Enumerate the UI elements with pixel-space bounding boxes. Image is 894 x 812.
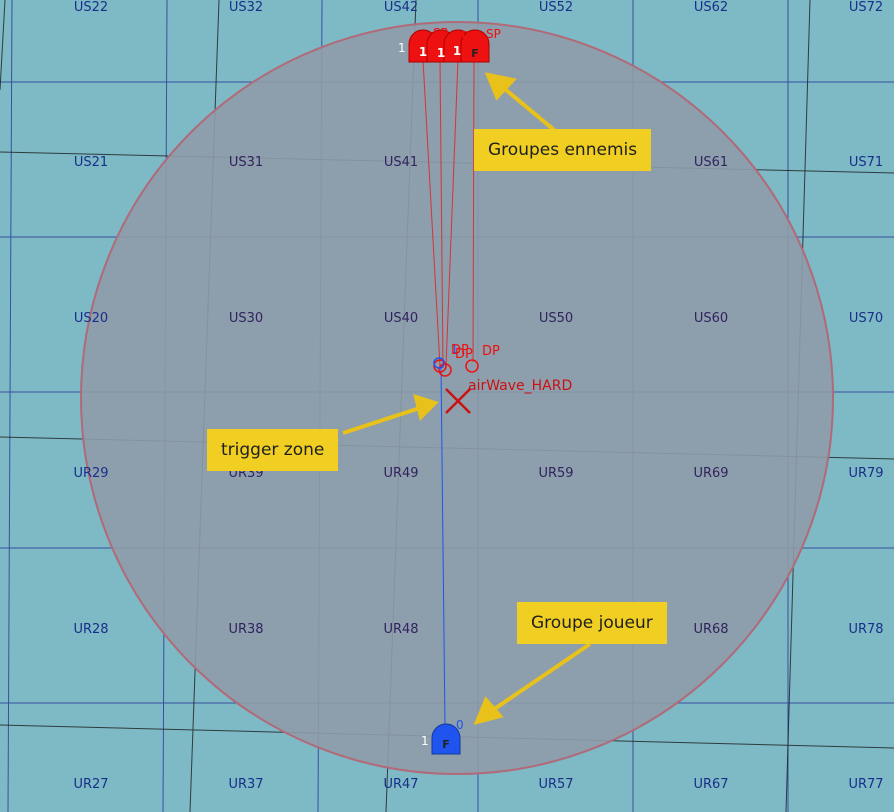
grid-label: UR48 — [383, 622, 418, 637]
grid-label: US62 — [694, 0, 728, 15]
grid-label: US41 — [384, 155, 418, 170]
enemy-dp-label-2: DP — [455, 347, 473, 362]
grid-label: US42 — [384, 0, 418, 15]
player-group-size-label: 1 — [421, 734, 429, 748]
grid-label: US71 — [849, 155, 883, 170]
grid-label: UR47 — [383, 777, 418, 792]
grid-label: US61 — [694, 155, 728, 170]
grid-label: UR59 — [538, 466, 573, 481]
grid-label: UR68 — [693, 622, 728, 637]
callout-player-group: Groupe joueur — [517, 602, 667, 644]
player-waypoint[interactable] — [433, 357, 445, 369]
enemy-sp-label-4: SP — [486, 27, 501, 41]
enemy-dp-label-1: DP — [451, 343, 469, 358]
grid-label: UR37 — [228, 777, 263, 792]
enemy-groups[interactable]: 1 1 1 F 1 SP SP SP SP — [398, 26, 501, 63]
player-waypoint-label: 0 — [456, 718, 464, 732]
grid-label: UR27 — [73, 777, 108, 792]
grid-label: UR67 — [693, 777, 728, 792]
callout-trigger-zone: trigger zone — [207, 429, 339, 471]
grid-label: US30 — [229, 311, 263, 326]
grid-label: US20 — [74, 311, 108, 326]
grid-label: UR29 — [73, 466, 108, 481]
player-route-line — [440, 365, 446, 729]
grid-label: US72 — [849, 0, 883, 15]
enemy-group-letter-1: 1 — [419, 45, 427, 59]
enemy-aircraft-icon[interactable] — [460, 29, 490, 63]
enemy-group-letter-2: 1 — [437, 46, 445, 60]
grid-label: UR79 — [848, 466, 883, 481]
callout-arrows — [342, 72, 592, 725]
grid-label: US31 — [229, 155, 263, 170]
grid-label: UR77 — [848, 777, 883, 792]
enemy-sp-label-2: SP — [454, 29, 469, 43]
grid-label: US22 — [74, 0, 108, 15]
enemy-waypoint-2[interactable] — [438, 363, 452, 377]
enemy-waypoint-4[interactable] — [465, 359, 479, 373]
trigger-zone-x-icon[interactable] — [445, 388, 471, 414]
grid-label: US21 — [74, 155, 108, 170]
trigger-zone-name: airWave_HARD — [468, 378, 572, 394]
player-waypoint-number: 1 — [451, 343, 458, 356]
enemy-sp-label-3: SP — [467, 30, 482, 44]
grid-label: US32 — [229, 0, 263, 15]
grid-label: UR69 — [693, 466, 728, 481]
enemy-group-letter-4: F — [471, 47, 479, 60]
grid-labels: US22US32US42US52US62US72US21US31US41US51… — [73, 0, 883, 792]
grid-label: UR38 — [228, 622, 263, 637]
enemy-dp-label-4: DP — [482, 344, 500, 359]
grid-label: UR78 — [848, 622, 883, 637]
player-group-letter: F — [442, 738, 450, 751]
grid-label: US50 — [539, 311, 573, 326]
enemy-sp-label-1: SP — [433, 26, 448, 40]
callout-enemy-groups: Groupes ennemis — [474, 129, 652, 171]
grid-label: UR28 — [73, 622, 108, 637]
grid-label: US52 — [539, 0, 573, 15]
grid-label: US70 — [849, 311, 883, 326]
enemy-group-letter-3: 1 — [453, 44, 461, 58]
grid-label: US40 — [384, 311, 418, 326]
enemy-route-lines — [422, 59, 475, 369]
player-group[interactable]: F 1 0 — [421, 718, 464, 755]
activity-zone-circle — [80, 21, 834, 775]
grid-label: US60 — [694, 311, 728, 326]
grid-label: UR49 — [383, 466, 418, 481]
player-aircraft-icon[interactable] — [431, 723, 461, 755]
enemy-group-size-label: 1 — [398, 41, 406, 55]
grid-label: UR57 — [538, 777, 573, 792]
